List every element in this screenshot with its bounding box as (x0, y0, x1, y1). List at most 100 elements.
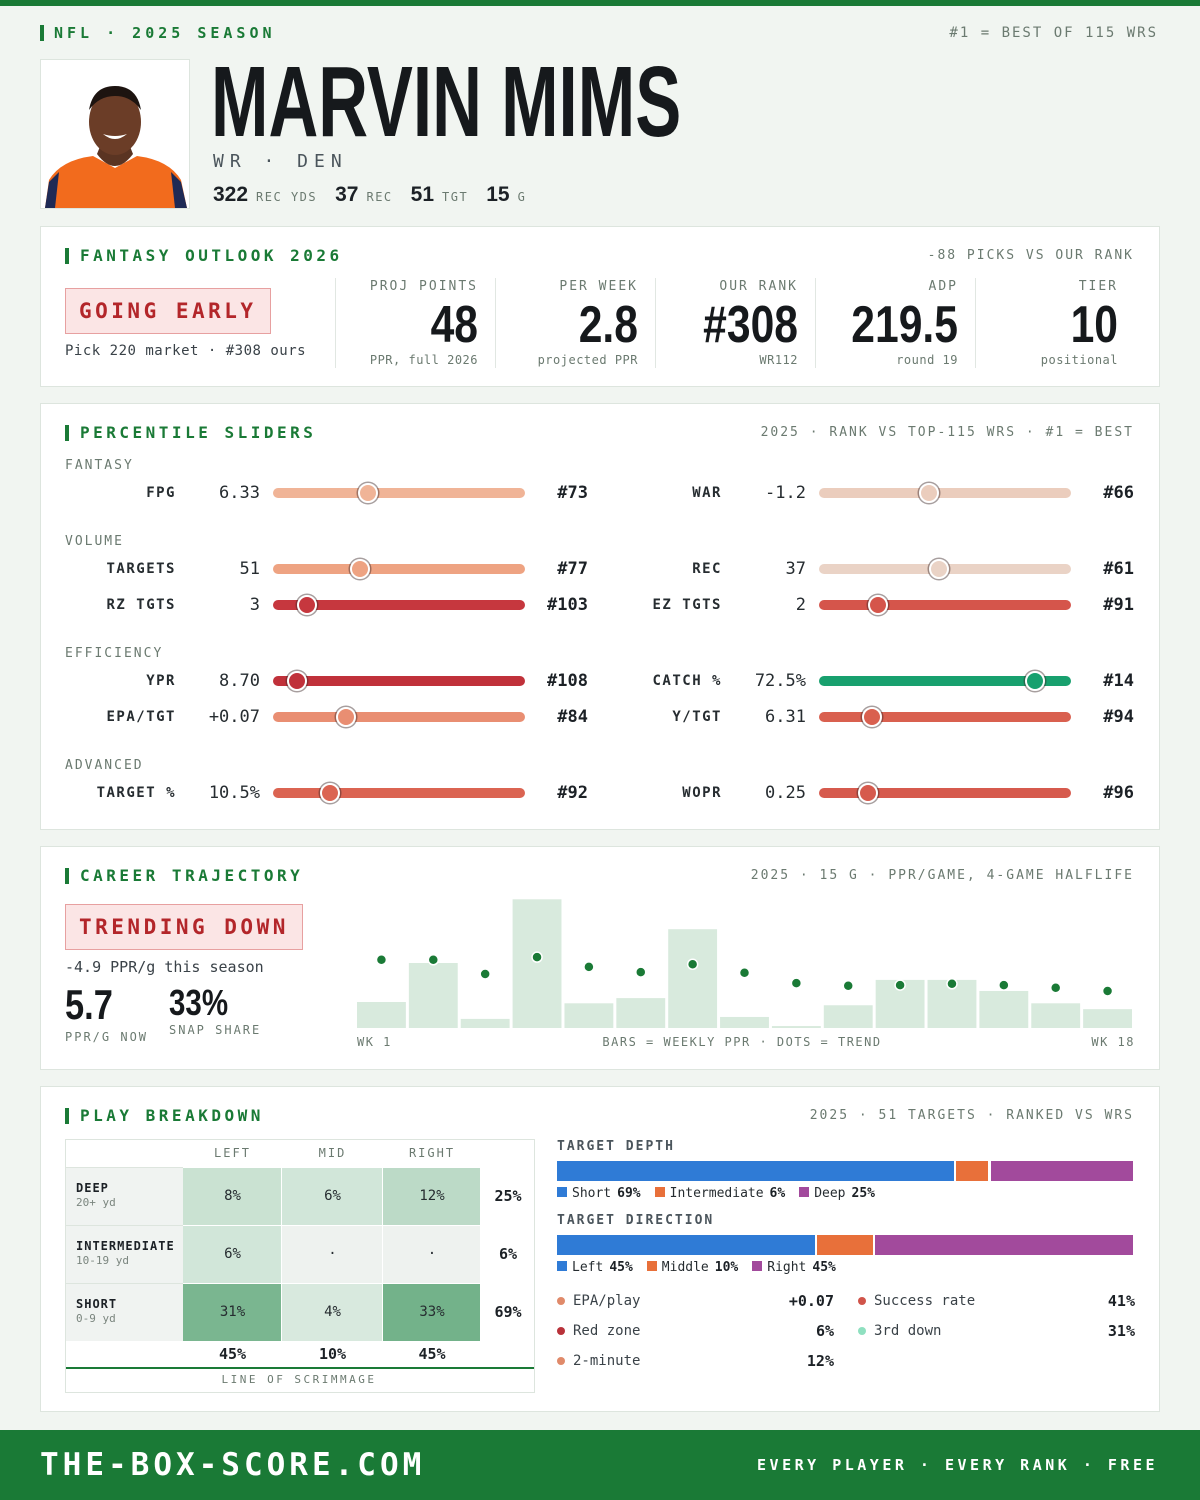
stat-label: TGT (442, 190, 469, 204)
bar (1031, 1003, 1081, 1028)
section-note: 2025 · 51 TARGETS · RANKED VS WRS (809, 1108, 1134, 1123)
metric-value: 10 (1070, 296, 1118, 354)
legend-swatch (557, 1187, 567, 1197)
trend-dot (583, 961, 595, 973)
divider (655, 278, 656, 368)
cell-value: 4% (324, 1304, 341, 1320)
row-name: SHORT (76, 1297, 118, 1311)
x-note: BARS = WEEKLY PPR · DOTS = TREND (602, 1035, 882, 1049)
slider-value: 6.31 (765, 707, 806, 727)
slider-knob (928, 559, 949, 579)
stat-value: 41% (1107, 1292, 1135, 1310)
trend-dot (946, 978, 958, 990)
stat-label: 2-minute (573, 1353, 641, 1369)
slider-label: REC (692, 561, 722, 577)
slider-rank: #61 (1103, 559, 1134, 579)
metric-label: PROJ POINTS (369, 279, 478, 294)
bar (564, 1003, 614, 1028)
slider-label: EZ TGTS (652, 597, 722, 613)
slider-value: 2 (795, 595, 806, 615)
metric-label: PER WEEK (559, 279, 638, 294)
status-badge: TRENDING DOWN (65, 904, 303, 950)
bar (823, 1005, 873, 1028)
bar-segment (990, 1161, 1133, 1181)
row-total: 69% (494, 1303, 522, 1321)
section-marker (65, 425, 69, 441)
legend-value: 45% (609, 1260, 633, 1275)
slider-label: YPR (146, 673, 176, 689)
metric-value: 48 (430, 296, 478, 354)
cell-value: 8% (224, 1188, 241, 1204)
slider-rank: #77 (557, 559, 588, 579)
photo-frame (40, 59, 190, 209)
tagline: EVERY PLAYER · EVERY RANK · FREE (757, 1456, 1158, 1474)
legend-value: 25% (851, 1186, 875, 1201)
divider (815, 278, 816, 368)
legend-swatch (646, 1261, 657, 1271)
slider-knob (319, 783, 340, 803)
bar (771, 1026, 821, 1028)
grid-cell (282, 1283, 382, 1341)
section-marker (40, 25, 44, 41)
slider-knob (350, 559, 371, 579)
bar-segment (955, 1161, 989, 1181)
column-total: 45% (218, 1345, 247, 1363)
grid-cell (183, 1167, 281, 1225)
grid-cell (183, 1283, 281, 1341)
trend-dot (842, 980, 854, 992)
slider-knob (358, 483, 379, 503)
stat-label: Red zone (573, 1323, 641, 1339)
legend-value: 45% (812, 1260, 836, 1275)
metric-sub: PPR, full 2026 (369, 353, 478, 367)
slider-knob (867, 595, 888, 615)
column-header: MID (318, 1146, 347, 1160)
divider (975, 278, 976, 368)
x-tick-label: WK 18 (1091, 1035, 1135, 1049)
stat-label: REC YDS (256, 190, 318, 204)
x-tick-label: WK 1 (357, 1035, 392, 1049)
metric-value: #308 (703, 296, 798, 354)
section-note: 2025 · RANK VS TOP-115 WRS · #1 = BEST (760, 425, 1134, 440)
bar (616, 998, 666, 1028)
row-header-cell (66, 1283, 183, 1341)
trend-dot (427, 954, 440, 966)
slider-track (273, 712, 525, 722)
group-label: FANTASY (65, 458, 134, 473)
trend-dot (1101, 985, 1114, 997)
slider-value: 10.5% (208, 783, 260, 803)
row-total: 25% (494, 1187, 522, 1205)
top-bar (0, 0, 1200, 6)
grid-cell (282, 1167, 382, 1225)
row-name: DEEP (76, 1181, 109, 1195)
slider-value: 37 (785, 559, 806, 579)
slider-label: RZ TGTS (106, 597, 176, 613)
big-stat-label: SNAP SHARE (169, 1023, 262, 1037)
stat-label: G (517, 190, 527, 204)
table-footer: LINE OF SCRIMMAGE (221, 1373, 377, 1386)
group-label: VOLUME (65, 534, 124, 549)
trend-dot (635, 966, 647, 978)
slider-rank: #108 (547, 671, 588, 691)
section-note: 2025 · 15 G · PPR/GAME, 4-GAME HALFLIFE (750, 868, 1134, 883)
bar-segment (557, 1235, 816, 1255)
bar-segment (557, 1161, 954, 1181)
bar-segment (817, 1235, 873, 1255)
slider-label: WAR (692, 485, 722, 501)
section-marker (65, 248, 69, 264)
row-sub: 20+ yd (76, 1196, 116, 1209)
stat-value: 322 (213, 183, 249, 206)
grid-cell (383, 1283, 480, 1341)
slider-value: 3 (249, 595, 260, 615)
jersey-trim (171, 172, 187, 208)
slider-label: CATCH % (652, 673, 722, 689)
slider-rank: #14 (1103, 671, 1134, 691)
legend-swatch (557, 1261, 567, 1271)
cell-value: 33% (419, 1304, 445, 1320)
bar (668, 929, 718, 1028)
big-stat: 33% (169, 982, 229, 1023)
bar (720, 1016, 769, 1028)
stat-value: 15 (486, 183, 510, 206)
slider-knob (336, 707, 357, 727)
slider-value: 8.70 (219, 671, 260, 691)
slider-rank: #73 (557, 483, 588, 503)
